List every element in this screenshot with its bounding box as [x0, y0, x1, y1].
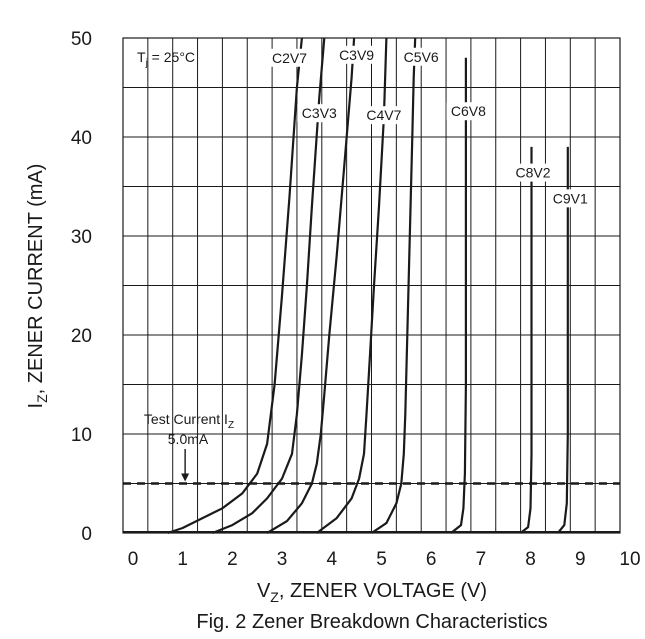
- y-tick-label: 0: [81, 524, 92, 545]
- curve-c3v9: [266, 37, 356, 534]
- series-label-bg: [511, 163, 556, 182]
- x-tick-label: 6: [426, 549, 437, 570]
- figure-caption: Fig. 2 Zener Breakdown Characteristics: [196, 611, 547, 633]
- x-tick-label: 0: [128, 549, 139, 570]
- series-label-c9v1: C9V1: [553, 190, 588, 206]
- series-label-bg: [399, 47, 444, 66]
- test-current-label: Test Current IZ: [144, 411, 234, 431]
- y-axis-label: IZ, ZENER CURRENT (mA): [25, 164, 50, 409]
- y-tick-labels: 0 10 20 30 40 50: [71, 29, 92, 545]
- curve-c4v7: [316, 37, 388, 534]
- y-tick-label: 50: [71, 29, 92, 50]
- series-label-c2v7: C2V7: [272, 50, 307, 66]
- x-tick-label: 1: [177, 549, 188, 570]
- curve-c9v1: [557, 146, 569, 534]
- series-label-bg: [446, 102, 491, 121]
- series-label-bg: [297, 104, 342, 123]
- series-curves: [123, 37, 620, 535]
- y-tick-label: 10: [71, 425, 92, 446]
- x-axis-label: VZ, ZENER VOLTAGE (V): [257, 580, 487, 605]
- condition-label: Tj = 25°C: [137, 49, 195, 69]
- series-label-c4v7: C4V7: [366, 107, 401, 123]
- curve-c2v7: [167, 37, 303, 535]
- x-tick-label: 8: [525, 549, 536, 570]
- curve-c6v8: [450, 57, 467, 534]
- test-current-arrow: [181, 449, 190, 482]
- grid-lines: [123, 38, 620, 533]
- y-tick-label: 20: [71, 326, 92, 347]
- series-label-c5v6: C5V6: [404, 49, 439, 65]
- x-tick-label: 10: [619, 549, 640, 570]
- y-tick-label: 40: [71, 128, 92, 149]
- series-label-bg: [548, 189, 593, 208]
- x-tick-label: 2: [227, 549, 238, 570]
- series-label-c3v3: C3V3: [302, 105, 337, 121]
- x-tick-label: 9: [575, 549, 586, 570]
- curve-c8v2: [519, 146, 533, 534]
- x-tick-label: 4: [327, 549, 338, 570]
- x-tick-label: 7: [476, 549, 487, 570]
- series-label-c8v2: C8V2: [516, 165, 551, 181]
- series-label-bg: [267, 48, 312, 67]
- series-label-c3v9: C3V9: [339, 47, 374, 63]
- arrow-head: [181, 473, 190, 482]
- x-tick-label: 3: [277, 549, 288, 570]
- series-label-bg: [361, 106, 406, 125]
- plot-frame: [122, 37, 621, 534]
- curve-c3v3: [212, 37, 326, 535]
- y-tick-label: 30: [71, 227, 92, 248]
- x-tick-label: 5: [376, 549, 387, 570]
- x-tick-labels: 0 1 2 3 4 5 6 7 8 9 10: [128, 549, 641, 570]
- curve-c5v6: [370, 37, 417, 534]
- series-label-bg: [334, 45, 379, 64]
- test-current-value: 5.0mA: [168, 431, 209, 447]
- series-label-c6v8: C6V8: [451, 103, 486, 119]
